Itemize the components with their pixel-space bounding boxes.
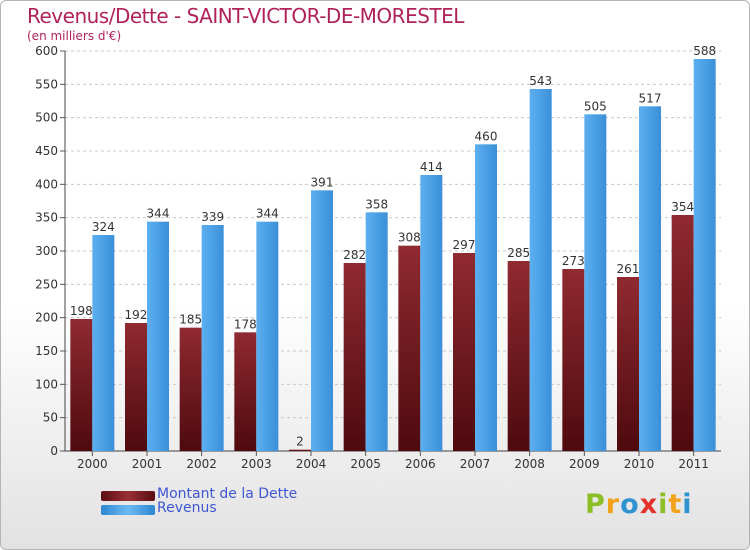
y-tick-label: 400 bbox=[35, 177, 58, 191]
legend-swatch-revenus bbox=[101, 505, 155, 515]
legend-label-dette: Montant de la Dette bbox=[157, 486, 298, 502]
bar-dette bbox=[179, 327, 202, 451]
logo-letter: x bbox=[639, 489, 659, 520]
bar-revenus bbox=[256, 221, 279, 451]
bars bbox=[70, 59, 716, 452]
bar-dette bbox=[453, 253, 475, 451]
gridlines bbox=[65, 50, 721, 419]
bar-revenus bbox=[365, 212, 388, 451]
data-label-revenus: 358 bbox=[365, 197, 388, 211]
logo-letter: t bbox=[668, 489, 683, 520]
x-tick-label: 2001 bbox=[132, 457, 163, 471]
logo-letter: o bbox=[620, 489, 640, 520]
chart-subtitle: (en milliers d'€) bbox=[27, 29, 122, 43]
logo-letter: r bbox=[605, 489, 621, 520]
x-tick-label: 2009 bbox=[569, 457, 600, 471]
x-tick-label: 2005 bbox=[350, 457, 381, 471]
x-tick-label: 2000 bbox=[77, 457, 108, 471]
bar-revenus bbox=[201, 225, 224, 451]
y-tick-label: 0 bbox=[50, 444, 58, 458]
data-label-revenus: 324 bbox=[92, 220, 115, 234]
data-label-revenus: 588 bbox=[693, 44, 716, 58]
bar-revenus bbox=[92, 235, 115, 451]
data-label-dette: 297 bbox=[453, 238, 476, 252]
data-label-dette: 185 bbox=[179, 313, 202, 327]
data-label-revenus: 344 bbox=[256, 207, 279, 221]
y-tick-label: 500 bbox=[35, 111, 58, 125]
x-tick-label: 2008 bbox=[514, 457, 545, 471]
x-tick-label: 2006 bbox=[405, 457, 436, 471]
data-label-dette: 354 bbox=[671, 200, 694, 214]
y-tick-label: 200 bbox=[35, 311, 58, 325]
data-label-dette: 192 bbox=[125, 308, 148, 322]
x-tick-label: 2003 bbox=[241, 457, 272, 471]
y-tick-label: 600 bbox=[35, 44, 58, 58]
chart-title: Revenus/Dette - SAINT-VICTOR-DE-MORESTEL bbox=[27, 4, 464, 28]
data-label-dette: 273 bbox=[562, 254, 585, 268]
bar-dette bbox=[289, 449, 311, 451]
data-label-dette: 285 bbox=[507, 246, 530, 260]
data-label-revenus: 339 bbox=[201, 210, 224, 224]
data-label-dette: 2 bbox=[296, 435, 304, 449]
y-tick-label: 450 bbox=[35, 144, 58, 158]
bar-revenus bbox=[693, 59, 716, 451]
y-tick-label: 550 bbox=[35, 77, 58, 91]
bar-dette bbox=[343, 263, 366, 451]
data-label-revenus: 414 bbox=[420, 160, 443, 174]
y-tick-label: 350 bbox=[35, 211, 58, 225]
data-label-revenus: 391 bbox=[311, 175, 334, 189]
y-tick-label: 50 bbox=[43, 411, 58, 425]
data-label-dette: 261 bbox=[617, 262, 640, 276]
data-label-revenus: 517 bbox=[639, 91, 662, 105]
data-label-revenus: 543 bbox=[529, 74, 552, 88]
axes: 0 50 100 150 200 250 300 350 400 450 500 550 600 2000… bbox=[35, 44, 721, 471]
bar-revenus bbox=[584, 114, 607, 451]
bar-revenus bbox=[147, 221, 169, 451]
y-tick-label: 150 bbox=[35, 344, 58, 358]
data-labels: 198 324 192 344 185 339 178 344 2 391 282 358 308 414… bbox=[70, 44, 716, 449]
data-label-revenus: 344 bbox=[147, 207, 170, 221]
data-label-revenus: 460 bbox=[475, 129, 498, 143]
x-tick-label: 2004 bbox=[296, 457, 327, 471]
bar-revenus bbox=[420, 175, 443, 451]
bar-revenus bbox=[475, 144, 497, 452]
x-tick-label: 2002 bbox=[186, 457, 217, 471]
y-tick-label: 100 bbox=[35, 377, 58, 391]
proxiti-logo: Proxiti bbox=[585, 489, 693, 520]
legend-swatch-dette bbox=[101, 491, 155, 501]
y-tick-label: 250 bbox=[35, 277, 58, 291]
bar-dette bbox=[70, 319, 93, 451]
bar-dette bbox=[507, 261, 530, 451]
x-tick-label: 2011 bbox=[678, 457, 709, 471]
bar-dette bbox=[671, 215, 694, 451]
bar-dette bbox=[398, 245, 421, 451]
bar-dette bbox=[617, 277, 639, 451]
bar-revenus bbox=[311, 190, 333, 452]
logo-letter: i bbox=[658, 489, 669, 520]
bar-revenus bbox=[529, 89, 552, 451]
logo-letter: i bbox=[682, 489, 693, 520]
data-label-dette: 282 bbox=[343, 248, 366, 262]
data-label-dette: 308 bbox=[398, 231, 421, 245]
data-label-dette: 198 bbox=[70, 304, 93, 318]
data-label-revenus: 505 bbox=[584, 99, 607, 113]
y-tick-label: 300 bbox=[35, 244, 58, 258]
logo-letter: P bbox=[585, 489, 606, 520]
legend-label-revenus: Revenus bbox=[157, 500, 217, 516]
bar-dette bbox=[125, 323, 147, 451]
data-label-dette: 178 bbox=[234, 317, 257, 331]
bar-dette bbox=[562, 269, 585, 451]
bar-dette bbox=[234, 332, 257, 451]
bar-revenus bbox=[639, 106, 661, 451]
x-tick-label: 2010 bbox=[624, 457, 655, 471]
x-tick-label: 2007 bbox=[460, 457, 491, 471]
